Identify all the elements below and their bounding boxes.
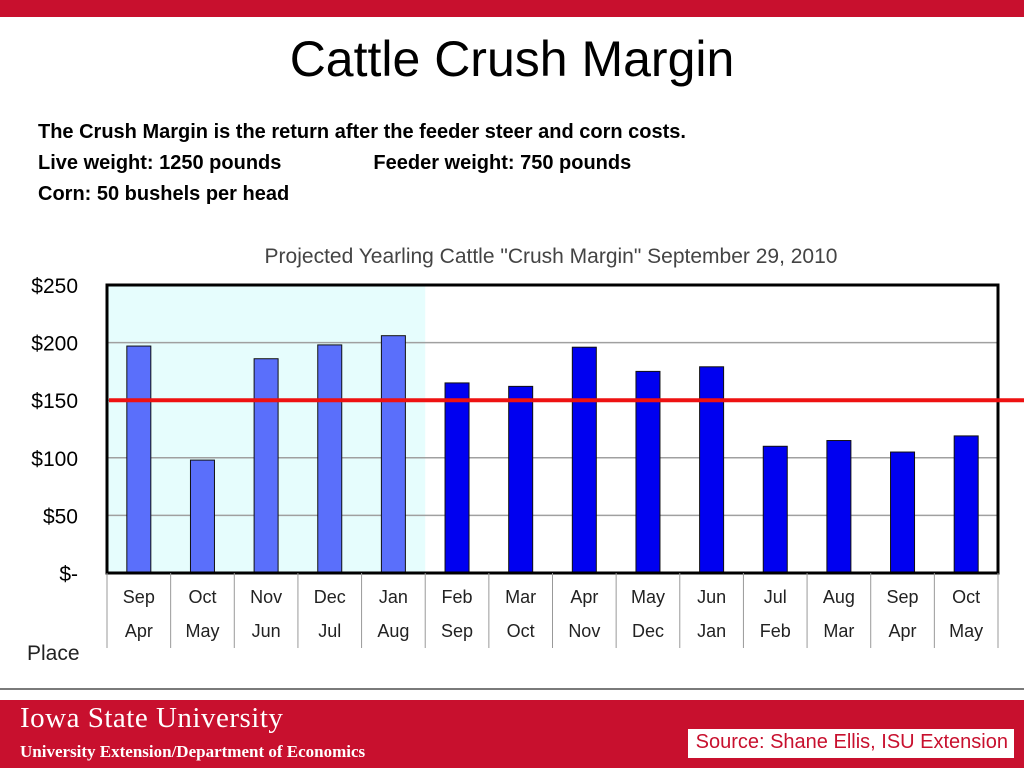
category-label-top: Mar xyxy=(505,587,536,607)
category-label-bottom: Feb xyxy=(760,621,791,641)
bar xyxy=(890,451,916,574)
bar xyxy=(826,440,852,574)
crush-margin-chart: Projected Yearling Cattle "Crush Margin"… xyxy=(27,245,1024,665)
y-tick-label: $100 xyxy=(31,448,78,471)
slide-title: Cattle Crush Margin xyxy=(289,31,735,87)
live-weight-text: Live weight: 1250 pounds xyxy=(38,152,282,174)
category-label-top: Sep xyxy=(887,587,919,607)
category-label-top: Nov xyxy=(250,587,282,607)
bar xyxy=(762,445,788,574)
category-label-top: Aug xyxy=(823,587,855,607)
category-label-top: Dec xyxy=(314,587,346,607)
y-tick-label: $250 xyxy=(31,275,78,298)
y-tick-label: $- xyxy=(59,563,78,586)
category-label-top: May xyxy=(631,587,665,607)
category-label-bottom: Jul xyxy=(318,621,341,641)
category-label-top: Apr xyxy=(570,587,598,607)
category-label-bottom: Oct xyxy=(507,621,535,641)
category-label-bottom: Apr xyxy=(125,621,153,641)
y-tick-label: $150 xyxy=(31,390,78,413)
category-label-top: Sep xyxy=(123,587,155,607)
bar xyxy=(444,382,470,574)
bar xyxy=(380,335,406,574)
category-label-bottom: May xyxy=(949,621,983,641)
intro-line-2: Live weight: 1250 pounds Feeder weight: 7… xyxy=(38,148,686,179)
category-label-top: Jul xyxy=(764,587,787,607)
category-label-bottom: Apr xyxy=(889,621,917,641)
category-label-bottom: Dec xyxy=(632,621,664,641)
category-label-bottom: Aug xyxy=(377,621,409,641)
category-label-bottom: Jan xyxy=(697,621,726,641)
category-label-bottom: Sep xyxy=(441,621,473,641)
university-logo-text: Iowa State University xyxy=(20,702,283,735)
footer-divider xyxy=(0,688,1024,690)
bar xyxy=(508,385,534,574)
bar xyxy=(189,459,215,574)
intro-line-1: The Crush Margin is the return after the… xyxy=(38,121,686,143)
top-accent-bar xyxy=(0,0,1024,17)
source-credit: Source: Shane Ellis, ISU Extension xyxy=(687,729,1014,758)
bar xyxy=(699,366,725,574)
y-tick-label: $200 xyxy=(31,333,78,356)
category-label-top: Feb xyxy=(442,587,473,607)
bar xyxy=(953,435,979,574)
university-name: Iowa State University xyxy=(20,702,284,734)
y-tick-label: $50 xyxy=(43,505,78,528)
category-label-top: Jun xyxy=(697,587,726,607)
category-label-bottom: May xyxy=(185,621,219,641)
category-label-top: Jan xyxy=(379,587,408,607)
category-label-bottom: Jun xyxy=(252,621,281,641)
chart-area: Projected Yearling Cattle "Crush Margin"… xyxy=(0,230,1024,670)
bar xyxy=(571,346,597,574)
department-name: University Extension/Department of Econo… xyxy=(20,742,366,761)
category-label-bottom: Mar xyxy=(823,621,854,641)
footer-bar: Iowa State University University Extensi… xyxy=(0,700,1024,768)
feeder-weight-text: Feeder weight: 750 pounds xyxy=(373,152,632,174)
bar xyxy=(317,344,343,574)
bar xyxy=(126,345,152,574)
category-label-top: Oct xyxy=(952,587,980,607)
intro-text: The Crush Margin is the return after the… xyxy=(38,117,686,210)
intro-line-3: Corn: 50 bushels per head xyxy=(38,183,290,205)
row-label: Place xyxy=(27,642,80,665)
chart-title: Projected Yearling Cattle "Crush Margin"… xyxy=(265,245,838,268)
category-label-top: Oct xyxy=(188,587,216,607)
category-label-bottom: Nov xyxy=(568,621,600,641)
bar xyxy=(253,358,279,574)
